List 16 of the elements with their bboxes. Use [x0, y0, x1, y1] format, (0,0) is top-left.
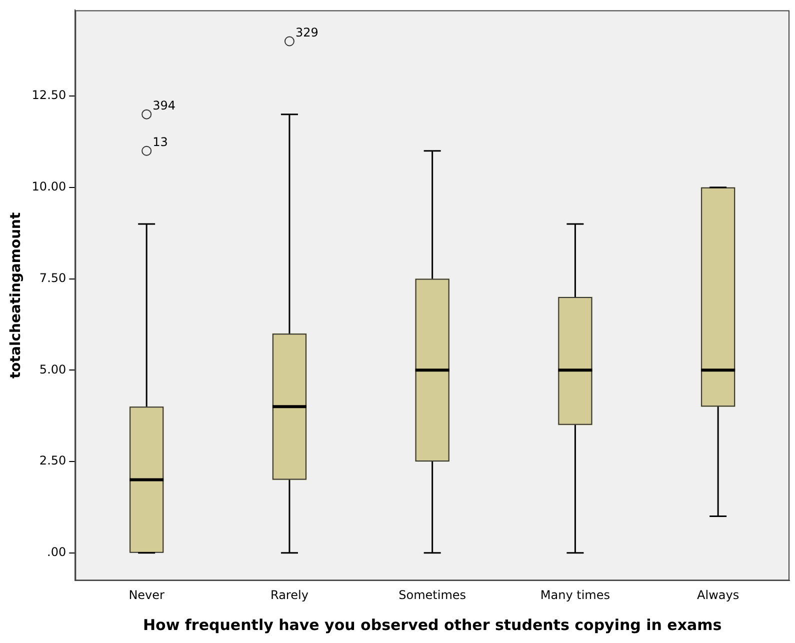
annotation: 13 [152, 135, 168, 150]
x-tick-label: Sometimes [398, 588, 466, 602]
y-tick-label: 12.50 [32, 88, 66, 102]
x-tick-label: Rarely [270, 588, 308, 602]
y-tick-label: 2.50 [39, 454, 66, 468]
x-tick-label: Many times [540, 588, 610, 602]
y-tick-label: 7.50 [39, 270, 66, 285]
x-tick-label: Never [128, 588, 165, 602]
y-tick-label: 10.00 [32, 180, 66, 194]
y-tick-label: .00 [47, 544, 66, 559]
x-tick-label: Always [697, 588, 740, 602]
annotation: 394 [152, 98, 176, 112]
x-axis-title: How frequently have you observed other students copying in exams [142, 616, 722, 634]
y-tick-label: 5.00 [39, 362, 66, 376]
annotation: 329 [295, 25, 318, 40]
y-axis-title: totalcheatingamount [8, 212, 24, 379]
